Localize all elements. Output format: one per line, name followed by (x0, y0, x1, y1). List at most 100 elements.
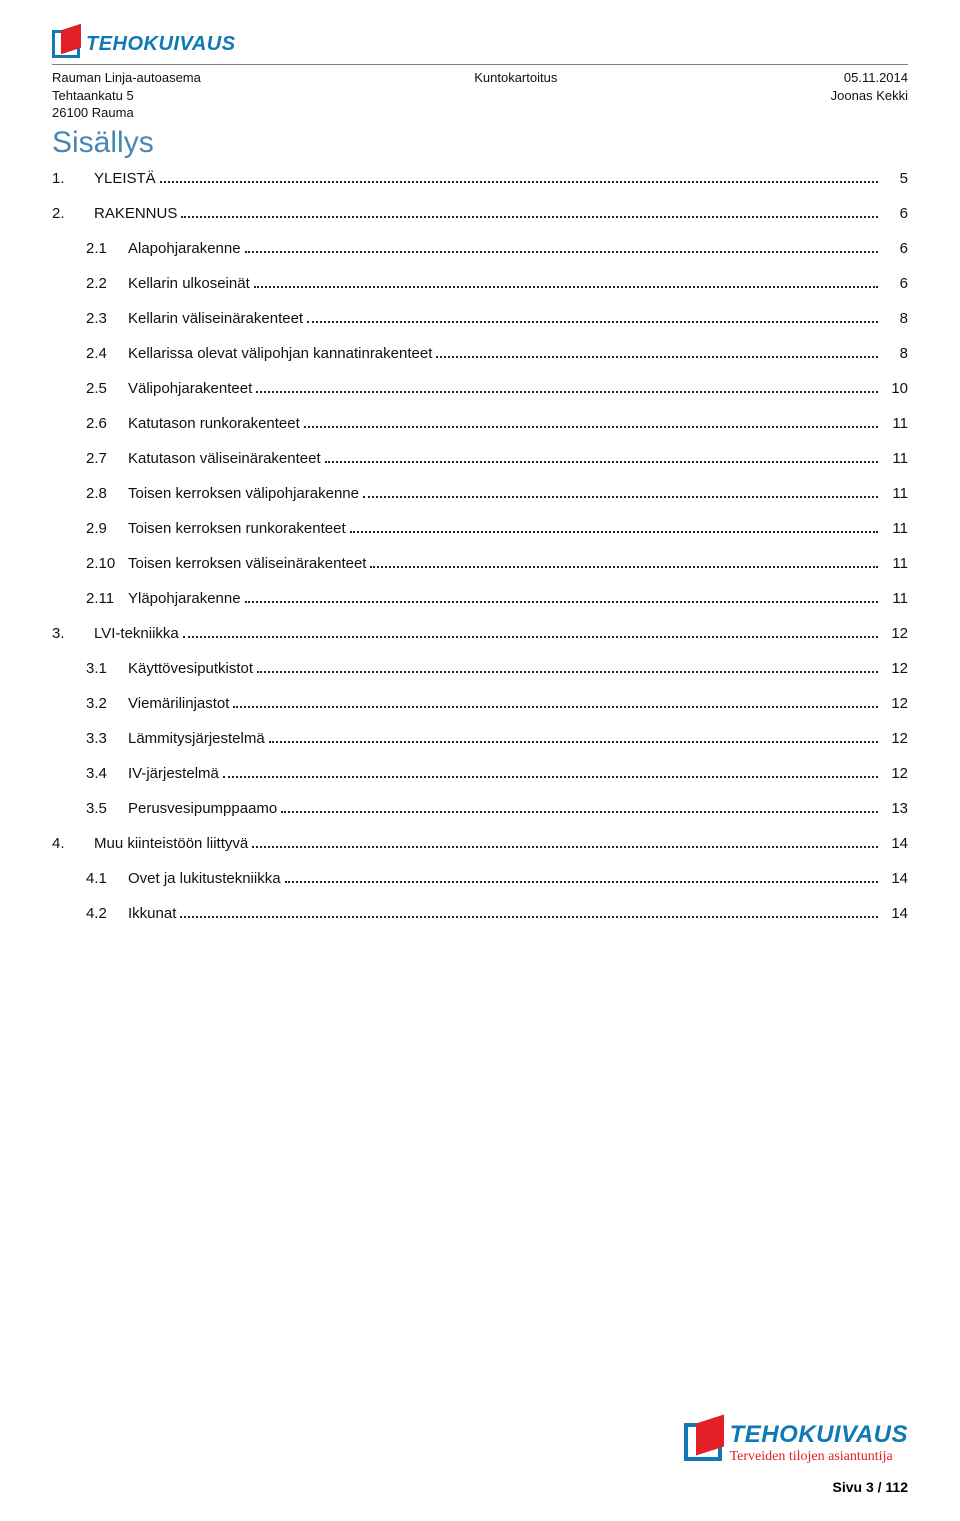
toc-page: 6 (882, 275, 908, 292)
toc-number: 2.11 (52, 590, 128, 607)
toc-label: Yläpohjarakenne (128, 590, 241, 607)
toc-label: Viemärilinjastot (128, 695, 229, 712)
toc-number: 2.3 (52, 310, 128, 327)
toc-number: 4.1 (52, 870, 128, 887)
toc-leader-dots (325, 461, 878, 463)
toc-page: 12 (882, 695, 908, 712)
toc-row: 2.RAKENNUS6 (52, 205, 908, 222)
footer-logo-text: TEHOKUIVAUS Terveiden tilojen asiantunti… (730, 1423, 908, 1465)
toc-row: 2.10Toisen kerroksen väliseinärakenteet1… (52, 555, 908, 572)
toc-label: RAKENNUS (94, 205, 177, 222)
toc-label: Välipohjarakenteet (128, 380, 252, 397)
toc-row: 3.4IV-järjestelmä12 (52, 765, 908, 782)
toc-page: 12 (882, 730, 908, 747)
footer-logo-sub: Terveiden tilojen asiantuntija (730, 1449, 893, 1465)
toc-row: 2.1Alapohjarakenne6 (52, 240, 908, 257)
toc-number: 2.10 (52, 555, 128, 572)
toc-page: 6 (882, 240, 908, 257)
toc-number: 2.1 (52, 240, 128, 257)
toc-number: 4.2 (52, 905, 128, 922)
toc-label: Ikkunat (128, 905, 176, 922)
toc-number: 2.7 (52, 450, 128, 467)
toc-number: 3.4 (52, 765, 128, 782)
toc-number: 2.8 (52, 485, 128, 502)
toc-page: 6 (882, 205, 908, 222)
header-left-line3: 26100 Rauma (52, 105, 134, 120)
toc-row: 4.2Ikkunat14 (52, 905, 908, 922)
header-left: Rauman Linja-autoasema Tehtaankatu 5 261… (52, 69, 201, 122)
toc-label: Lämmitysjärjestelmä (128, 730, 265, 747)
toc-row: 4.Muu kiinteistöön liittyvä 14 (52, 835, 908, 852)
toc-leader-dots (160, 181, 878, 183)
toc-row: 2.2Kellarin ulkoseinät 6 (52, 275, 908, 292)
toc-number: 3.2 (52, 695, 128, 712)
toc-number: 4. (52, 835, 94, 852)
toc-leader-dots (245, 251, 878, 253)
toc-row: 3.2Viemärilinjastot 12 (52, 695, 908, 712)
toc-number: 3.3 (52, 730, 128, 747)
footer-logo: TEHOKUIVAUS Terveiden tilojen asiantunti… (684, 1423, 908, 1465)
toc-label: IV-järjestelmä (128, 765, 219, 782)
header-meta: Rauman Linja-autoasema Tehtaankatu 5 261… (52, 69, 908, 122)
header-right-line2: Joonas Kekki (831, 88, 908, 103)
toc-leader-dots (256, 391, 878, 393)
toc-page: 8 (882, 345, 908, 362)
toc-label: Ovet ja lukitustekniikka (128, 870, 281, 887)
toc-leader-dots (281, 811, 878, 813)
toc-leader-dots (285, 881, 878, 883)
toc-label: Toisen kerroksen väliseinärakenteet (128, 555, 366, 572)
toc-leader-dots (269, 741, 878, 743)
toc-row: 2.6Katutason runkorakenteet11 (52, 415, 908, 432)
toc-row: 2.3Kellarin väliseinärakenteet8 (52, 310, 908, 327)
toc-leader-dots (223, 776, 878, 778)
toc-row: 2.9Toisen kerroksen runkorakenteet11 (52, 520, 908, 537)
toc-row: 3.3Lämmitysjärjestelmä 12 (52, 730, 908, 747)
toc-label: Kellarin ulkoseinät (128, 275, 250, 292)
toc-page: 11 (882, 485, 908, 502)
toc-leader-dots (180, 916, 878, 918)
toc-page: 12 (882, 625, 908, 642)
toc-page: 5 (882, 170, 908, 187)
toc-number: 2.9 (52, 520, 128, 537)
toc-page: 11 (882, 415, 908, 432)
toc-leader-dots (436, 356, 878, 358)
toc-row: 1.YLEISTÄ5 (52, 170, 908, 187)
toc-row: 2.4Kellarissa olevat välipohjan kannatin… (52, 345, 908, 362)
toc-page: 14 (882, 870, 908, 887)
header-left-line1: Rauman Linja-autoasema (52, 70, 201, 85)
toc-leader-dots (245, 601, 878, 603)
toc-page: 10 (882, 380, 908, 397)
toc-leader-dots (181, 216, 878, 218)
footer-logo-main: TEHOKUIVAUS (730, 1423, 908, 1447)
logo-wordmark: TEHOKUIVAUS (86, 33, 236, 56)
toc-row: 3.LVI-tekniikka12 (52, 625, 908, 642)
toc-row: 2.7Katutason väliseinärakenteet11 (52, 450, 908, 467)
toc-row: 3.5Perusvesipumppaamo13 (52, 800, 908, 817)
toc-page: 14 (882, 835, 908, 852)
toc-leader-dots (254, 286, 878, 288)
toc-label: Katutason väliseinärakenteet (128, 450, 321, 467)
header-logo: TEHOKUIVAUS (52, 30, 908, 58)
toc-label: Katutason runkorakenteet (128, 415, 300, 432)
toc-leader-dots (252, 846, 878, 848)
document-page: TEHOKUIVAUS Rauman Linja-autoasema Tehta… (0, 0, 960, 1521)
table-of-contents: 1.YLEISTÄ52.RAKENNUS62.1Alapohjarakenne6… (52, 170, 908, 922)
toc-label: Käyttövesiputkistot (128, 660, 253, 677)
toc-label: YLEISTÄ (94, 170, 156, 187)
toc-leader-dots (350, 531, 878, 533)
header-rule (52, 64, 908, 65)
toc-row: 2.5Välipohjarakenteet10 (52, 380, 908, 397)
footer-logo-mark-icon (684, 1423, 722, 1461)
toc-label: Muu kiinteistöön liittyvä (94, 835, 248, 852)
toc-label: Kellarissa olevat välipohjan kannatinrak… (128, 345, 432, 362)
header-left-line2: Tehtaankatu 5 (52, 88, 134, 103)
toc-label: LVI-tekniikka (94, 625, 179, 642)
toc-leader-dots (233, 706, 878, 708)
header-center: Kuntokartoitus (201, 69, 831, 122)
toc-title: Sisällys (52, 126, 908, 160)
header-right-line1: 05.11.2014 (844, 70, 908, 85)
toc-label: Toisen kerroksen välipohjarakenne (128, 485, 359, 502)
toc-leader-dots (370, 566, 878, 568)
toc-page: 11 (882, 590, 908, 607)
toc-number: 2.2 (52, 275, 128, 292)
